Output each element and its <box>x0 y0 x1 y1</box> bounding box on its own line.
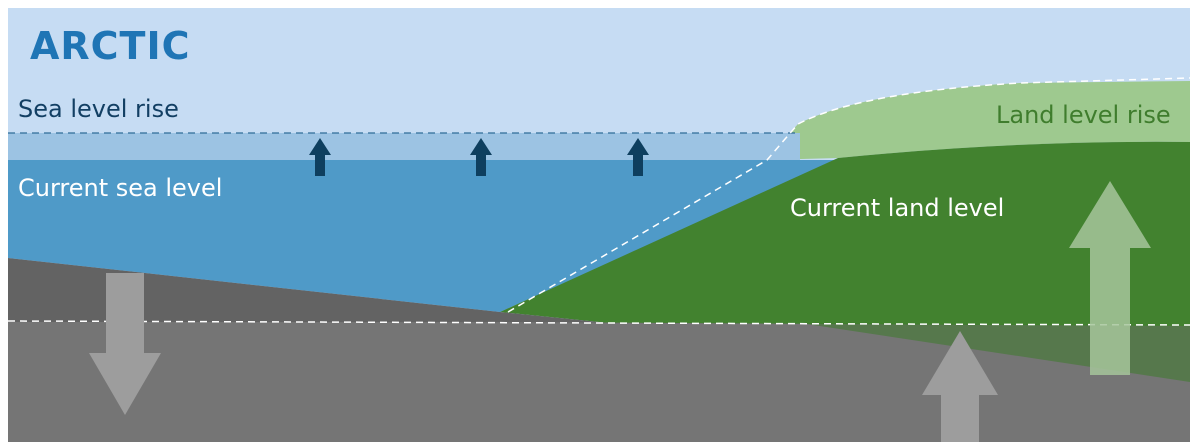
sea-level-rise-label: Sea level rise <box>18 95 179 123</box>
sea-rise-arrow-up-icon <box>627 138 649 176</box>
sea-rise-arrow-up-icon <box>309 138 331 176</box>
reference-ground-line <box>7 320 1190 326</box>
current-sea-level-label: Current sea level <box>18 174 223 202</box>
land-uplift-arrow-up-icon <box>1069 181 1151 375</box>
sea-rise-arrow-up-icon <box>470 138 492 176</box>
current-land-area <box>500 141 1190 382</box>
current-sea-area <box>8 160 838 312</box>
current-land-level-label: Current land level <box>790 194 1005 222</box>
new-land-level-line <box>507 77 1190 313</box>
ground-uplift-arrow-up-icon <box>922 331 998 442</box>
sea-level-rise-band <box>8 133 800 160</box>
subsidence-arrow-down-icon <box>89 273 161 415</box>
region-title: ARCTIC <box>30 24 191 68</box>
bedrock-lower-layer <box>8 322 1190 442</box>
land-level-rise-label: Land level rise <box>996 101 1171 129</box>
